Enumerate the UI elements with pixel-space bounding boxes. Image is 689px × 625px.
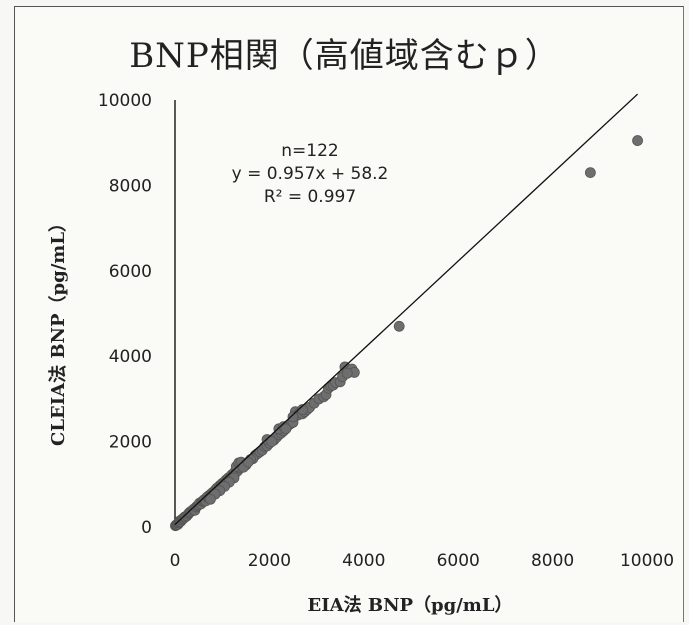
x-tick-label: 8000	[531, 551, 574, 571]
y-tick-labels: 0 2000 4000 6000 8000 10000	[98, 91, 152, 538]
data-point	[242, 456, 254, 468]
data-point	[393, 320, 405, 332]
data-point	[584, 167, 596, 178]
chart-frame	[14, 6, 684, 622]
annotation-equation: y = 0.957x + 58.2	[231, 164, 389, 184]
x-tick-labels: 0 2000 4000 6000 8000 10000	[170, 551, 674, 571]
chart-title: BNP相関（高値域含むｐ）	[129, 36, 560, 76]
annotation-n: n=122	[281, 141, 339, 161]
x-tick-label: 0	[170, 551, 181, 571]
y-tick-label: 6000	[109, 262, 152, 282]
x-axis-label: EIA法 BNP（pg/mL）	[307, 595, 513, 616]
annotation-r2: R² = 0.997	[263, 187, 357, 207]
data-point	[297, 404, 308, 415]
data-point	[341, 367, 353, 379]
y-tick-label: 10000	[98, 91, 152, 111]
y-tick-label: 8000	[109, 176, 152, 196]
data-point	[204, 493, 216, 505]
x-tick-label: 10000	[620, 551, 674, 571]
y-tick-label: 0	[141, 518, 152, 538]
x-tick-label: 2000	[248, 551, 291, 571]
regression-annotation: n=122 y = 0.957x + 58.2 R² = 0.997	[230, 140, 390, 209]
data-point	[266, 436, 278, 448]
x-tick-label: 4000	[342, 551, 385, 571]
data-point	[280, 423, 292, 435]
y-tick-label: 4000	[109, 347, 152, 367]
x-tick-label: 6000	[437, 551, 480, 571]
data-point	[287, 411, 299, 423]
trend-line	[174, 93, 639, 525]
y-tick-label: 2000	[109, 433, 152, 453]
data-point	[632, 135, 643, 146]
